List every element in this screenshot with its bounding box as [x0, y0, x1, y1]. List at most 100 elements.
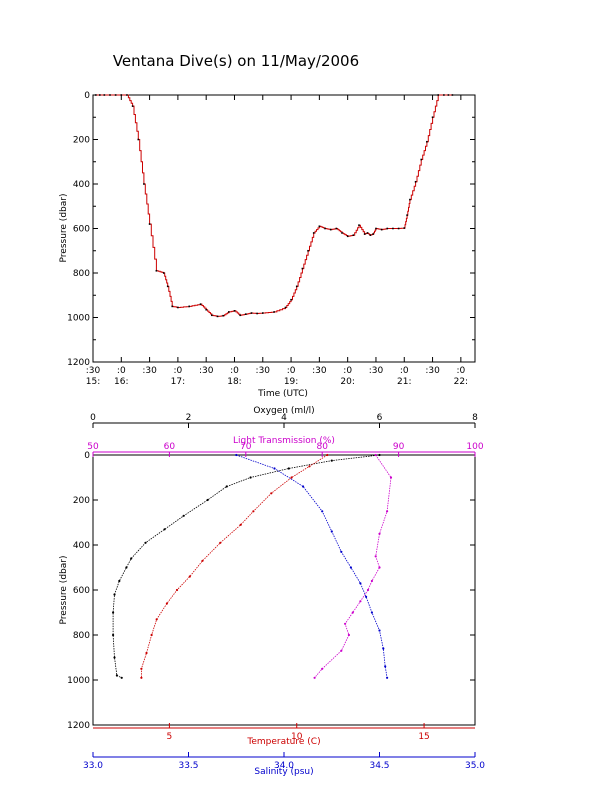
profile-point	[366, 588, 370, 592]
y-tick-label: 400	[73, 541, 90, 551]
profile-line	[314, 454, 392, 679]
profile-point	[225, 485, 228, 488]
dive-pressure-point	[386, 227, 389, 230]
x-tick-label-hour: 17:	[171, 377, 185, 387]
dive-pressure-point	[437, 94, 440, 96]
axis-tick-label: 34.5	[369, 761, 389, 771]
x-tick-label-hour: 16:	[114, 377, 128, 387]
dive-pressure-point	[346, 235, 349, 238]
profile-point	[130, 557, 133, 560]
profile-point	[378, 532, 381, 535]
profile-point	[386, 510, 389, 513]
axis-tick-label: 0	[90, 413, 96, 423]
dive-pressure-point	[126, 94, 128, 96]
x-tick-label-hour: 18:	[227, 377, 241, 387]
axis-tick-label: 60	[164, 442, 176, 452]
dive-pressure-point	[95, 94, 97, 96]
dive-pressure-point	[256, 312, 258, 315]
profile-line	[141, 454, 328, 678]
dive-pressure-point	[406, 214, 408, 216]
profile-point	[252, 510, 255, 513]
x-tick-label-minute: :0	[343, 366, 352, 376]
profile-point	[321, 510, 324, 513]
x-tick-label-minute: :30	[199, 366, 214, 376]
profile-point	[150, 633, 153, 637]
x-tick-label-minute: :0	[230, 366, 239, 376]
x-tick-label-minute: :30	[369, 366, 384, 376]
profile-point	[115, 674, 118, 677]
time-y-axis-label: Pressure (dbar)	[59, 194, 69, 263]
profile-line	[112, 454, 380, 679]
profile-point	[378, 453, 381, 457]
x-tick-label-hour: 20:	[340, 377, 354, 387]
y-tick-label: 1000	[67, 314, 90, 324]
y-tick-label: 0	[84, 451, 90, 461]
profile-point	[118, 579, 121, 583]
profile-point	[374, 453, 377, 457]
dive-pressure-point	[273, 311, 275, 313]
profile-point	[365, 595, 368, 598]
axis-tick-label: 8	[472, 413, 478, 423]
profile-point	[163, 528, 166, 531]
dive-pressure-point	[199, 303, 202, 305]
dive-pressure-point	[318, 225, 321, 228]
oxygen-axis-label: Oxygen (ml/l)	[253, 406, 314, 416]
dive-pressure-point	[284, 306, 287, 309]
profile-plot-frame	[92, 454, 476, 726]
axis-tick-label: 33.5	[178, 761, 198, 771]
dive-pressure-point	[261, 312, 264, 314]
x-tick-label-hour: 21:	[397, 377, 411, 387]
profile-point	[249, 476, 252, 479]
axis-tick-label: 90	[393, 442, 405, 452]
x-tick-label-minute: :30	[312, 366, 327, 376]
dive-pressure-point	[211, 314, 213, 317]
profile-y-axis-label: Pressure (dbar)	[59, 556, 69, 625]
y-tick-label: 1200	[67, 358, 90, 368]
axis-tick-label: 50	[87, 442, 99, 452]
profile-point	[270, 492, 273, 495]
dive-pressure-point	[403, 227, 406, 229]
dive-pressure-point	[131, 105, 134, 107]
dive-pressure-point	[426, 140, 428, 143]
profile-point	[340, 649, 343, 652]
profile-point	[201, 559, 204, 562]
axis-tick-label: 4	[281, 413, 287, 423]
profile-point	[112, 611, 115, 614]
x-tick-label-minute: :30	[86, 366, 101, 376]
profile-point	[330, 459, 333, 462]
dive-pressure-point	[166, 285, 169, 288]
y-tick-label: 0	[84, 91, 90, 101]
dive-pressure-point	[358, 224, 360, 226]
profile-point	[378, 566, 381, 569]
dive-pressure-point	[414, 180, 417, 183]
dive-pressure-point	[120, 94, 123, 96]
profile-point	[145, 651, 148, 655]
dive-pressure-point	[295, 285, 298, 288]
profile-point	[188, 575, 191, 578]
profile-point	[386, 676, 389, 679]
profile-chart: 0 200 400 600 800 1000 1200 Pressure (dbar) 0 2…	[59, 406, 485, 777]
dive-pressure-point	[143, 183, 145, 185]
axis-tick-label: 2	[186, 413, 192, 423]
profile-point	[113, 656, 116, 659]
y-tick-label: 600	[73, 225, 90, 235]
profile-line	[236, 454, 388, 678]
profile-point	[290, 476, 293, 479]
profile-point	[235, 453, 238, 457]
profile-point	[347, 633, 350, 637]
x-tick-label-minute: :0	[400, 366, 409, 376]
profile-point	[313, 676, 316, 679]
x-tick-label-hour: 22:	[454, 377, 468, 387]
axis-tick-label: 6	[377, 413, 383, 423]
profile-point	[219, 541, 222, 544]
profile-point	[125, 566, 128, 569]
time-x-axis-label: Time (UTC)	[257, 389, 308, 399]
dive-profile-chart: Ventana Dive(s) on 11/May/2006 0 200 400 60…	[59, 52, 476, 399]
axis-tick-label: 15	[418, 732, 429, 742]
x-tick-label-hour: 15:	[86, 377, 100, 387]
y-tick-label: 600	[73, 586, 90, 596]
time-plot-frame	[92, 94, 476, 363]
axis-tick-label: 80	[316, 442, 328, 452]
profile-point	[374, 555, 377, 558]
profile-point	[359, 582, 362, 585]
